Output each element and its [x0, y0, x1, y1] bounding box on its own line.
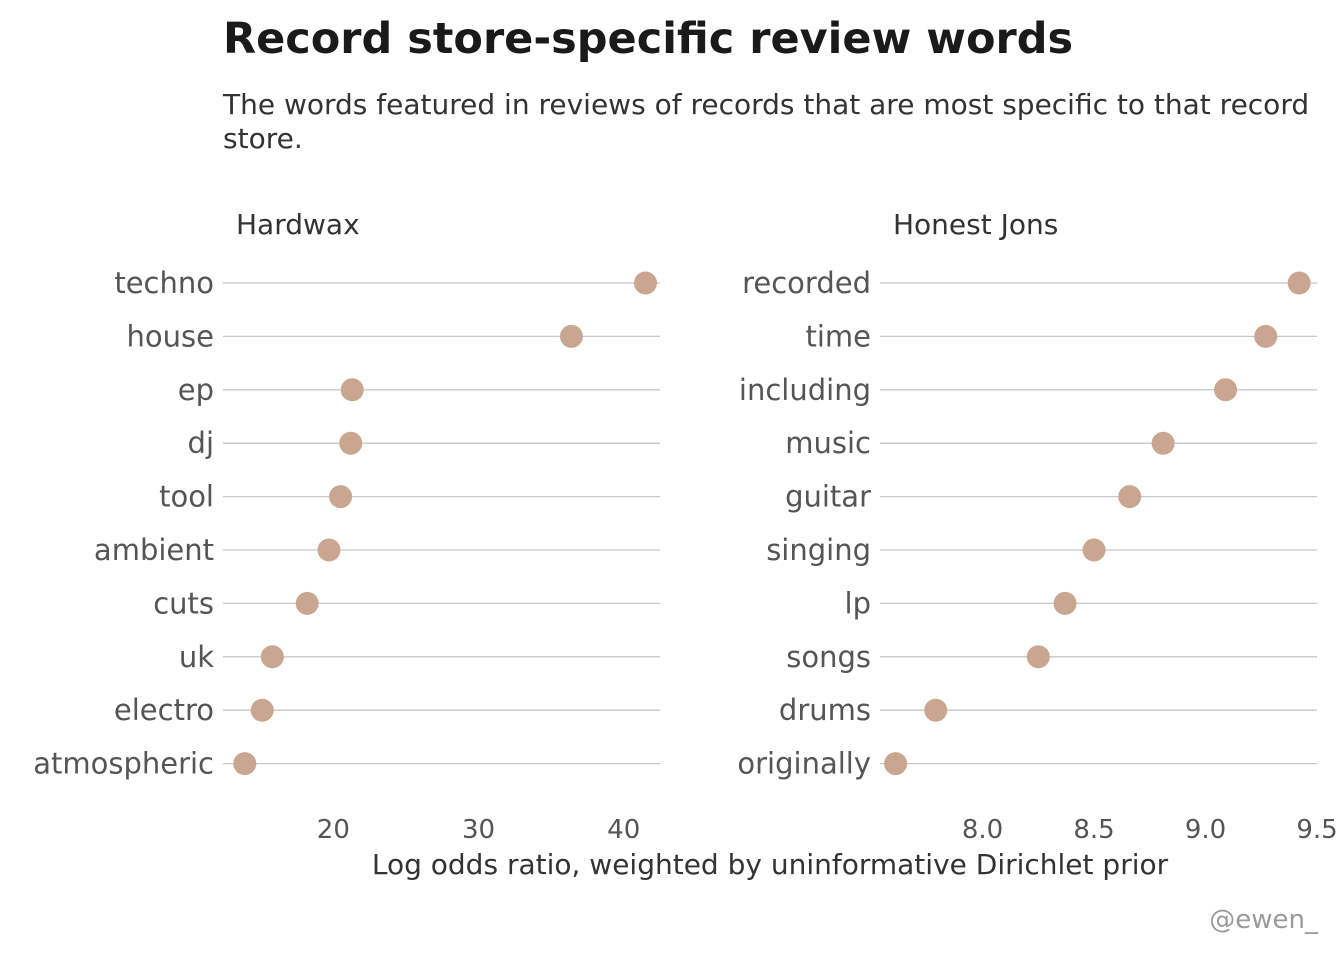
data-point [233, 752, 257, 776]
category-label: songs [786, 640, 871, 674]
x-tick-label: 40 [607, 815, 640, 845]
data-point [1214, 378, 1238, 402]
category-label: house [127, 319, 214, 353]
data-point [1254, 324, 1278, 348]
x-tick-label: 20 [317, 815, 350, 845]
category-label: drums [779, 693, 871, 727]
category-label: originally [737, 747, 871, 781]
category-label: atmospheric [33, 747, 214, 781]
x-tick-label: 30 [462, 815, 495, 845]
category-label: uk [179, 640, 214, 674]
category-label: ep [178, 373, 214, 407]
data-point [317, 538, 341, 562]
category-label: cuts [153, 586, 214, 620]
category-label: electro [114, 693, 214, 727]
facet-panel-0: Hardwax techno house ep dj tool ambient cuts uk e… [33, 208, 660, 845]
category-label: singing [766, 533, 871, 567]
data-point [1118, 485, 1142, 509]
x-axis-title: Log odds ratio, weighted by uninformativ… [372, 848, 1169, 881]
category-label: ambient [94, 533, 214, 567]
chart-title: Record store-specific review words [223, 14, 1074, 64]
category-label: dj [188, 426, 214, 460]
category-label: music [785, 426, 871, 460]
facet-title: Hardwax [236, 208, 360, 241]
data-point [1287, 271, 1311, 295]
data-point [250, 698, 274, 722]
x-tick-label: 8.0 [962, 815, 1003, 845]
data-point [884, 752, 908, 776]
data-point [924, 698, 948, 722]
data-point [1026, 645, 1050, 669]
data-point [1082, 538, 1106, 562]
data-point [329, 485, 353, 509]
facet-panel-1: Honest Jons recorded time including music gui… [737, 208, 1337, 845]
category-label: guitar [785, 480, 871, 514]
caption: @ewen_ [1209, 905, 1319, 935]
category-label: techno [114, 266, 214, 300]
data-point [633, 271, 657, 295]
chart-subtitle: The words featured in reviews of records… [223, 88, 1310, 155]
category-label: including [739, 373, 871, 407]
data-point [559, 324, 583, 348]
x-tick-label: 8.5 [1073, 815, 1114, 845]
data-point [1053, 591, 1077, 615]
data-point [295, 591, 319, 615]
data-point [260, 645, 284, 669]
data-point [1151, 431, 1175, 455]
x-tick-label: 9.5 [1296, 815, 1337, 845]
data-point [340, 378, 364, 402]
category-label: recorded [742, 266, 871, 300]
x-tick-label: 9.0 [1185, 815, 1226, 845]
category-label: time [805, 319, 871, 353]
category-label: lp [845, 586, 871, 620]
data-point [339, 431, 363, 455]
facet-title: Honest Jons [893, 208, 1058, 241]
category-label: tool [159, 480, 214, 514]
